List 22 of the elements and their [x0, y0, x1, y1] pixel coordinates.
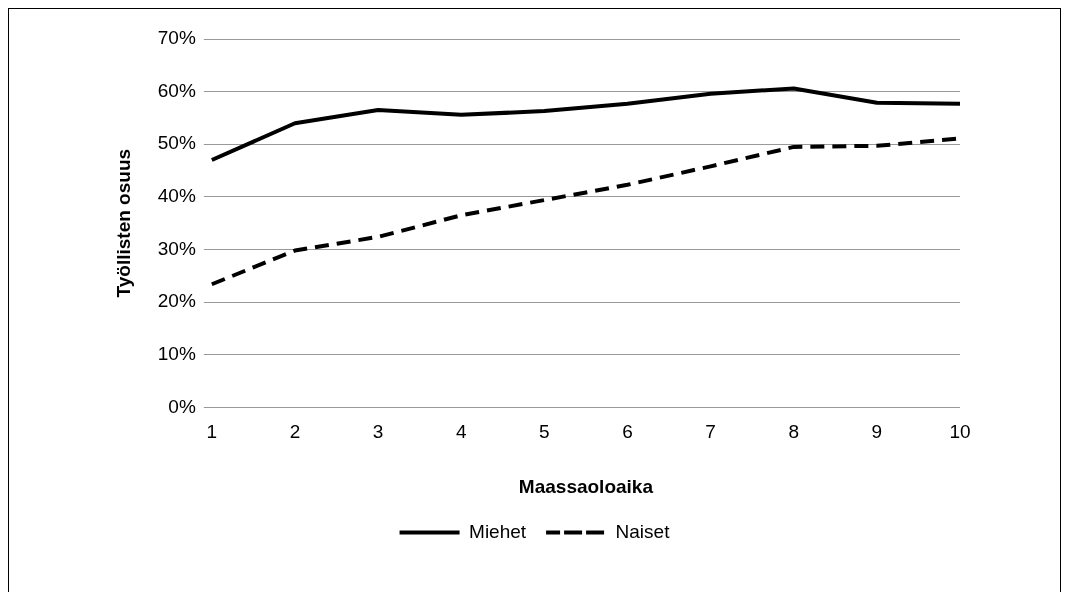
y-tick-label: 40%	[157, 185, 196, 207]
x-tick-label: 10	[949, 421, 971, 443]
x-tick-label: 4	[455, 421, 467, 443]
x-axis-title: Maassaoloaika	[518, 475, 654, 497]
y-tick-label: 60%	[157, 79, 196, 101]
y-tick-label: 70%	[157, 27, 196, 49]
x-tick-label: 5	[539, 421, 550, 443]
y-tick-label: 20%	[157, 290, 196, 312]
x-tick-label: 3	[372, 421, 384, 443]
y-tick-label: 30%	[157, 237, 196, 259]
y-tick-label: 10%	[157, 343, 196, 365]
legend-label: Miehet	[469, 520, 527, 542]
x-tick-label: 1	[206, 421, 218, 443]
x-tick-label: 8	[788, 421, 800, 443]
x-tick-label: 7	[705, 421, 716, 443]
x-tick-label: 9	[871, 421, 883, 443]
legend-label: Naiset	[615, 520, 671, 542]
x-tick-label: 2	[289, 421, 301, 443]
y-tick-label: 0%	[168, 395, 196, 417]
x-tick-label: 6	[622, 421, 633, 443]
y-axis-title: Työllisten osuus	[112, 148, 134, 298]
y-tick-label: 50%	[157, 132, 196, 154]
